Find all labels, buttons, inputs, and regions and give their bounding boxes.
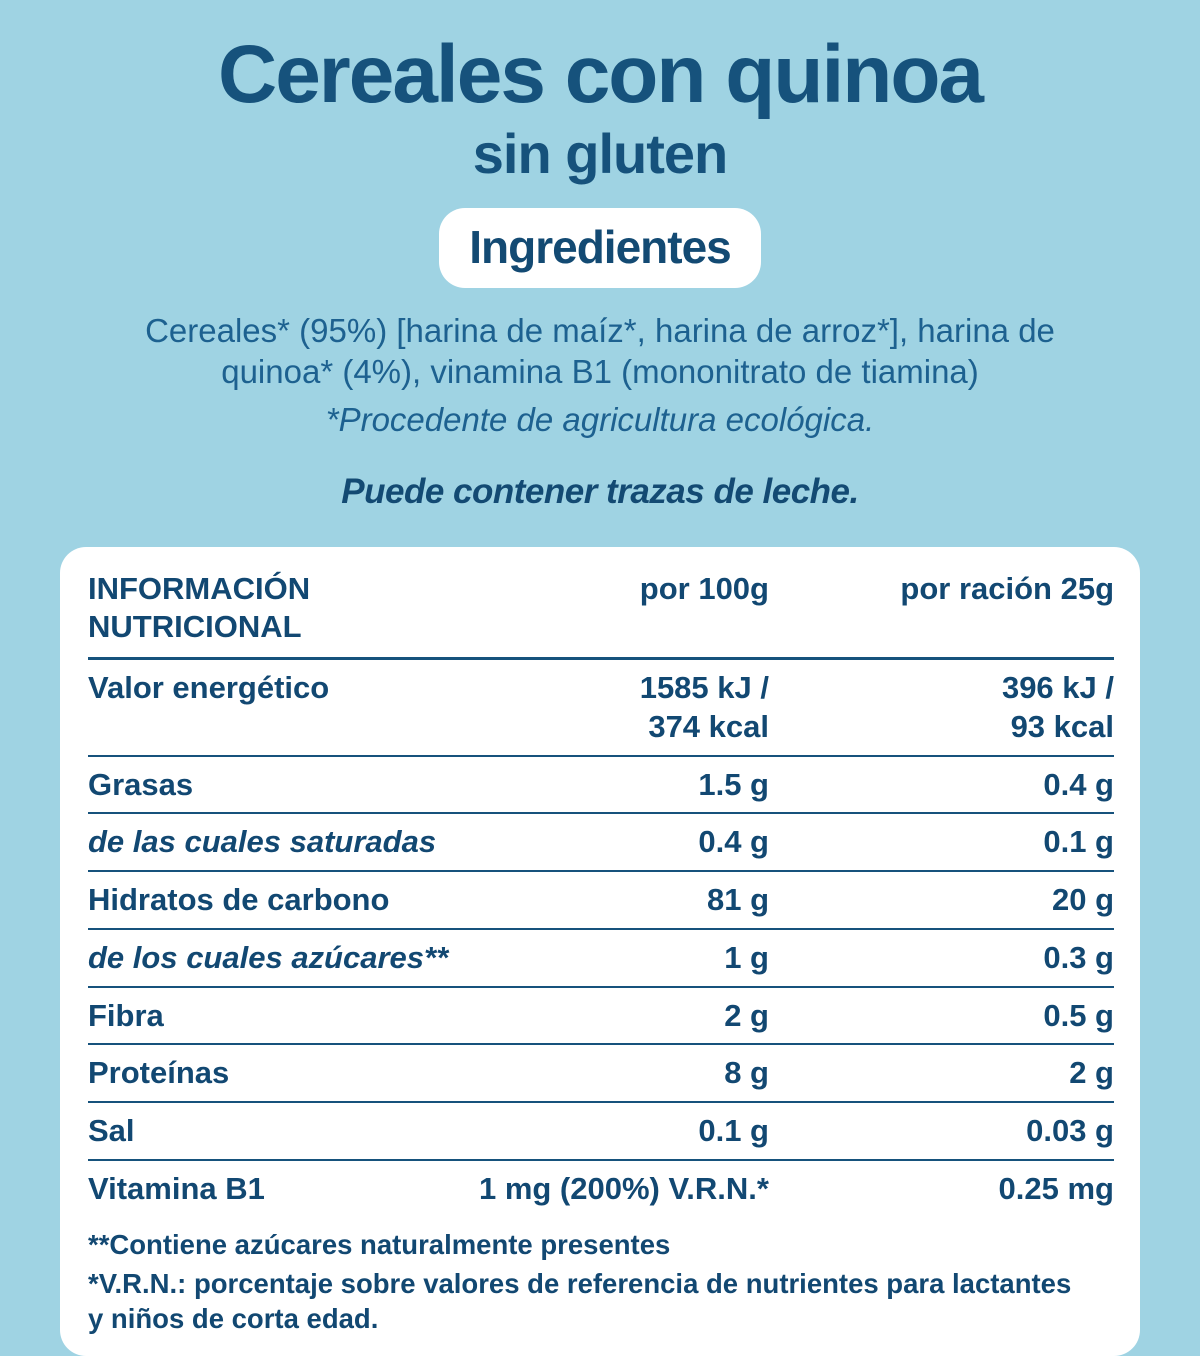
allergen-note: Puede contener trazas de leche. — [0, 472, 1200, 512]
row-label: de los cuales azúcares** — [88, 939, 529, 978]
row-per100-value: 1 mg (200%) V.R.N.* — [349, 1170, 769, 1209]
product-label: Cereales con quinoa sin gluten Ingredien… — [0, 0, 1200, 1200]
row-label: de las cuales saturadas — [88, 823, 529, 862]
row-per25-value: 0.25 mg — [769, 1170, 1114, 1209]
per100-line1: 1585 kJ / — [529, 669, 769, 708]
footnote-sugars: **Contiene azúcares naturalmente present… — [88, 1227, 1088, 1262]
row-per25-value: 0.4 g — [769, 766, 1114, 805]
per100-line2: 374 kcal — [529, 708, 769, 747]
row-per100-value: 1 g — [529, 939, 769, 978]
row-label: Vitamina B1 — [88, 1170, 349, 1209]
product-subtitle: sin gluten — [0, 126, 1200, 182]
table-row-carbohydrates: Hidratos de carbono 81 g 20 g — [88, 872, 1114, 930]
table-row-fat: Grasas 1.5 g 0.4 g — [88, 757, 1114, 815]
row-per100-value: 0.4 g — [529, 823, 769, 862]
organic-note: *Procedente de agricultura ecológica. — [0, 401, 1200, 439]
table-row-energy: Valor energético 1585 kJ / 374 kcal 396 … — [88, 660, 1114, 757]
ingredients-pill: Ingredientes — [439, 208, 761, 288]
row-per25-value: 20 g — [769, 881, 1114, 920]
header-col-per100g: por 100g — [529, 570, 769, 609]
table-row-saturated-fat: de las cuales saturadas 0.4 g 0.1 g — [88, 814, 1114, 872]
per25-line1: 396 kJ / — [769, 669, 1114, 708]
row-label: Valor energético — [88, 669, 529, 708]
per25-line2: 93 kcal — [769, 708, 1114, 747]
row-per25-value: 396 kJ / 93 kcal — [769, 669, 1114, 747]
ingredients-text: Cereales* (95%) [harina de maíz*, harina… — [125, 310, 1075, 393]
header-col-per-serving: por ración 25g — [769, 570, 1114, 609]
row-per25-value: 2 g — [769, 1054, 1114, 1093]
row-per25-value: 0.1 g — [769, 823, 1114, 862]
table-row-fiber: Fibra 2 g 0.5 g — [88, 988, 1114, 1046]
row-per25-value: 0.3 g — [769, 939, 1114, 978]
table-row-vitamin-b1: Vitamina B1 1 mg (200%) V.R.N.* 0.25 mg — [88, 1161, 1114, 1217]
table-row-sugars: de los cuales azúcares** 1 g 0.3 g — [88, 930, 1114, 988]
row-per25-value: 0.03 g — [769, 1112, 1114, 1151]
nutrition-table-header: INFORMACIÓN NUTRICIONAL por 100g por rac… — [88, 561, 1114, 661]
row-per100-value: 8 g — [529, 1054, 769, 1093]
row-per100-value: 2 g — [529, 997, 769, 1036]
row-label: Hidratos de carbono — [88, 881, 529, 920]
ingredients-heading-wrap: Ingredientes — [0, 208, 1200, 288]
row-per100-value: 1.5 g — [529, 766, 769, 805]
product-title: Cereales con quinoa — [0, 34, 1200, 116]
table-footnotes: **Contiene azúcares naturalmente present… — [88, 1227, 1114, 1337]
row-label: Sal — [88, 1112, 529, 1151]
footnote-vrn: *V.R.N.: porcentaje sobre valores de ref… — [88, 1266, 1088, 1336]
row-per100-value: 1585 kJ / 374 kcal — [529, 669, 769, 747]
ingredients-heading: Ingredientes — [469, 221, 731, 273]
row-per25-value: 0.5 g — [769, 997, 1114, 1036]
row-label: Grasas — [88, 766, 529, 805]
table-row-salt: Sal 0.1 g 0.03 g — [88, 1103, 1114, 1161]
header-col-nutrition: INFORMACIÓN NUTRICIONAL — [88, 570, 529, 648]
row-per100-value: 81 g — [529, 881, 769, 920]
row-per100-value: 0.1 g — [529, 1112, 769, 1151]
table-row-protein: Proteínas 8 g 2 g — [88, 1045, 1114, 1103]
row-label: Proteínas — [88, 1054, 529, 1093]
row-label: Fibra — [88, 997, 529, 1036]
nutrition-panel: INFORMACIÓN NUTRICIONAL por 100g por rac… — [60, 547, 1140, 1356]
